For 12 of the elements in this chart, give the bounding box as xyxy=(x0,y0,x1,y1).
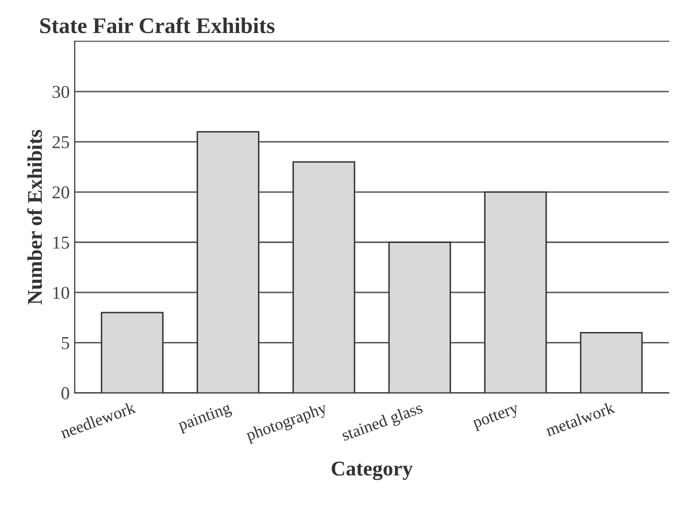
y-tick-label: 30 xyxy=(52,86,70,98)
y-tick-label: 15 xyxy=(53,236,70,249)
y-tick-label: 20 xyxy=(52,186,70,198)
x-tick-label: pottery xyxy=(472,403,521,432)
y-axis-title: Number of Exhibits xyxy=(27,130,42,305)
x-axis-title: Category xyxy=(332,462,413,480)
x-tick-label: stained glass xyxy=(340,401,424,444)
y-tick-label: 5 xyxy=(62,337,70,350)
chart-title: State Fair Craft Exhibits xyxy=(40,17,275,34)
y-tick-label: 25 xyxy=(52,136,70,148)
y-tick-label: 0 xyxy=(61,387,70,400)
y-tick-label: 10 xyxy=(53,286,70,299)
